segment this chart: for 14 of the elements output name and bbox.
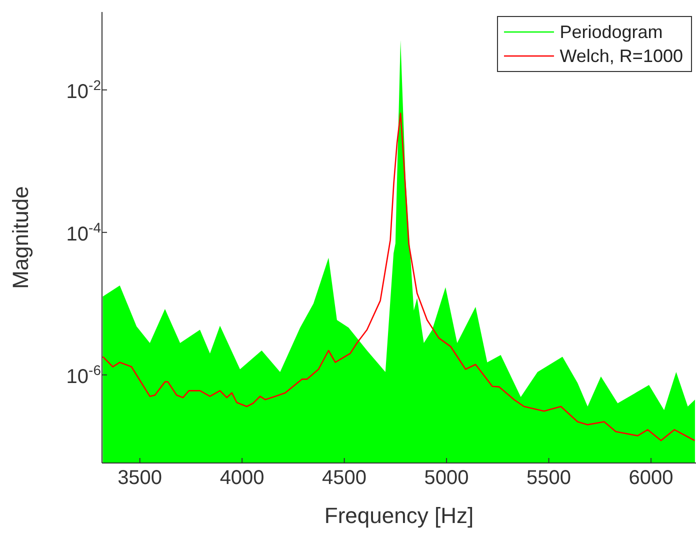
x-tick-label: 5000 (424, 467, 469, 490)
x-tick-label: 4000 (220, 467, 264, 490)
y-tick-label: 10$^{-4}$ (66, 219, 102, 246)
y-tick-label: 10$^{-2}$ (66, 76, 102, 103)
x-tick-label: 4500 (322, 467, 367, 490)
x-tick-label: 6000 (628, 467, 674, 490)
x-tick-label: 3500 (118, 467, 162, 490)
x-tick-label: 5500 (526, 467, 572, 490)
legend-label: Periodogram (560, 21, 663, 44)
line-series (102, 112, 696, 442)
x-axis-title: Frequency [Hz] (324, 503, 474, 528)
legend-label: Welch, R=1000 (560, 45, 683, 68)
y-axis-title: Magnitude (8, 186, 33, 289)
y-tick-label: 10$^{-6}$ (66, 362, 102, 388)
